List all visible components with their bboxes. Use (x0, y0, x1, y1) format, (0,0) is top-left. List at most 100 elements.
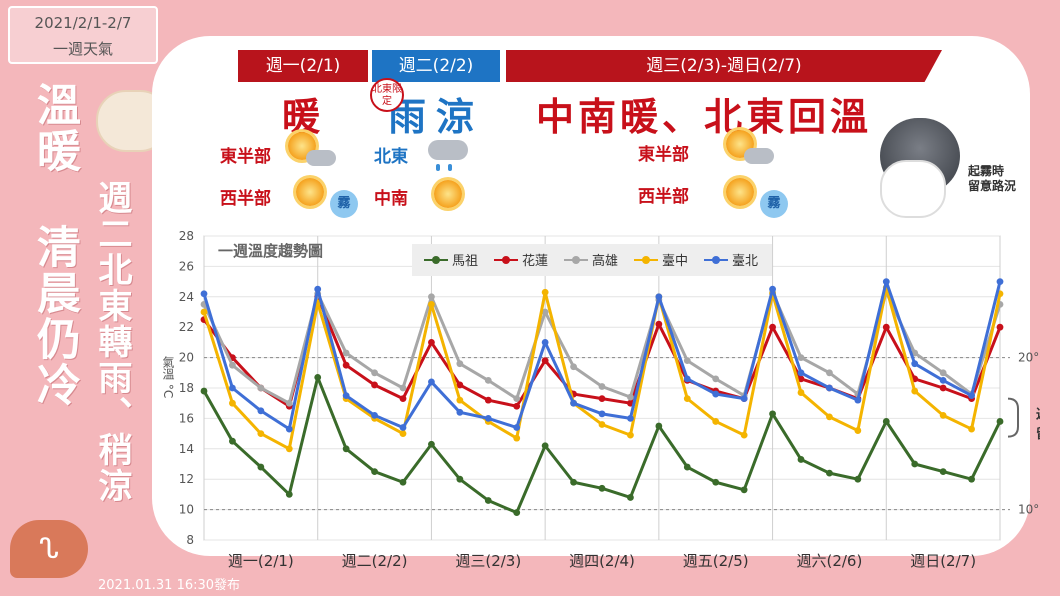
data-point (257, 430, 265, 437)
data-point (399, 395, 407, 403)
data-point (911, 460, 919, 468)
data-point (911, 387, 919, 395)
legend-label: 馬祖 (452, 254, 478, 269)
mascot-fog-image (880, 160, 946, 218)
data-point (826, 384, 833, 392)
data-point (939, 369, 947, 377)
data-point (371, 381, 378, 389)
data-point (968, 425, 975, 433)
data-point (655, 320, 663, 328)
publish-time: 2021.01.31 16:30發布 (98, 578, 241, 593)
data-point (740, 486, 748, 494)
data-point (683, 375, 691, 383)
legend-label: 臺中 (662, 254, 688, 269)
y-tick-label: 24 (179, 290, 194, 304)
data-point (456, 396, 464, 404)
data-point (939, 411, 947, 419)
date-range-text: 2021/2/1-2/7 (34, 14, 132, 32)
data-point (570, 363, 577, 371)
data-point (939, 377, 947, 384)
headline-warm: 溫暖 (29, 82, 80, 174)
data-point (513, 395, 521, 403)
data-point (854, 396, 862, 404)
data-point (428, 339, 435, 346)
data-point (655, 422, 663, 430)
date-range-box: 2021/2/1-2/7 一週天氣 (8, 6, 158, 64)
data-point (342, 361, 350, 369)
data-point (229, 399, 236, 407)
data-point (939, 384, 947, 392)
fog-note-line1: 起霧時 (968, 164, 1005, 178)
data-point (854, 475, 862, 483)
logo-glyph: ᔐ (39, 532, 59, 565)
rain-cloud-icon (428, 140, 468, 160)
temp-note-line2: 留意溫差 (1036, 426, 1040, 442)
data-point (797, 389, 805, 396)
fog-label: 霧 (767, 196, 781, 211)
data-point (371, 468, 378, 475)
data-point (285, 425, 293, 433)
data-point (541, 357, 549, 365)
data-point (342, 392, 350, 399)
data-point (314, 373, 322, 381)
data-point (627, 431, 634, 439)
data-point (484, 396, 492, 404)
x-tick-label: 週日(2/7) (910, 552, 976, 570)
y-tick-label: 20 (179, 351, 194, 365)
legend-label: 花蓮 (522, 253, 548, 269)
data-point (740, 395, 748, 403)
rain-drop-icon (436, 164, 440, 171)
data-point (200, 290, 208, 298)
data-point (285, 491, 293, 498)
headline-morning-cold: 清晨仍冷 (29, 224, 80, 408)
day-header-mon: 週一(2/1) (238, 50, 368, 82)
data-point (285, 399, 293, 407)
legend-marker (712, 256, 720, 264)
data-point (428, 293, 435, 301)
legend-label: 臺北 (732, 254, 758, 269)
sun-icon (296, 178, 324, 206)
day-header-rest: 週三(2/3)-週日(2/7) (506, 50, 942, 82)
data-point (826, 413, 833, 421)
data-point (484, 415, 492, 422)
data-point (882, 418, 890, 425)
data-point (229, 361, 236, 369)
data-point (541, 339, 549, 346)
data-point (399, 478, 407, 486)
data-point (854, 427, 862, 434)
legend-label: 高雄 (592, 253, 618, 269)
data-point (371, 369, 378, 377)
temperature-chart: 8 10 12 14 16 18 20 22 24 26 28 20°C 10°C 週一(2/1) 週二(2… (179, 229, 1040, 570)
data-point (769, 410, 776, 418)
reference-label: 10°C (1018, 503, 1040, 517)
data-point (229, 437, 236, 445)
big-word-rest: 中南暖、北東回溫 (536, 95, 873, 139)
x-tick-label: 週五(2/5) (683, 552, 749, 570)
data-point (399, 384, 407, 392)
legend-marker (502, 256, 510, 264)
data-point (826, 369, 833, 377)
legend-marker (642, 256, 650, 264)
data-point (598, 410, 606, 418)
data-point (456, 360, 464, 368)
data-point (882, 278, 890, 285)
data-point (712, 375, 720, 383)
fog-icon: 霧 (760, 190, 788, 218)
data-point (257, 463, 265, 471)
y-tick-label: 22 (179, 320, 194, 334)
data-point (456, 408, 464, 416)
data-point (371, 411, 378, 419)
y-tick-label: 14 (179, 442, 194, 456)
fog-note: 起霧時 留意路況 (968, 164, 1016, 194)
y-tick-label: 26 (179, 259, 194, 273)
x-tick-label: 週三(2/3) (455, 552, 521, 570)
day-header-tue: 週二(2/2) (372, 50, 500, 82)
y-tick-label: 18 (179, 381, 194, 395)
data-point (797, 375, 805, 383)
y-tick-label: 28 (179, 229, 194, 243)
region-tue-cs: 中南 (374, 189, 408, 209)
data-point (513, 402, 521, 410)
subheadline: 週二北東轉雨、稍涼 (92, 180, 132, 504)
data-point (200, 308, 208, 316)
data-point (229, 384, 236, 392)
